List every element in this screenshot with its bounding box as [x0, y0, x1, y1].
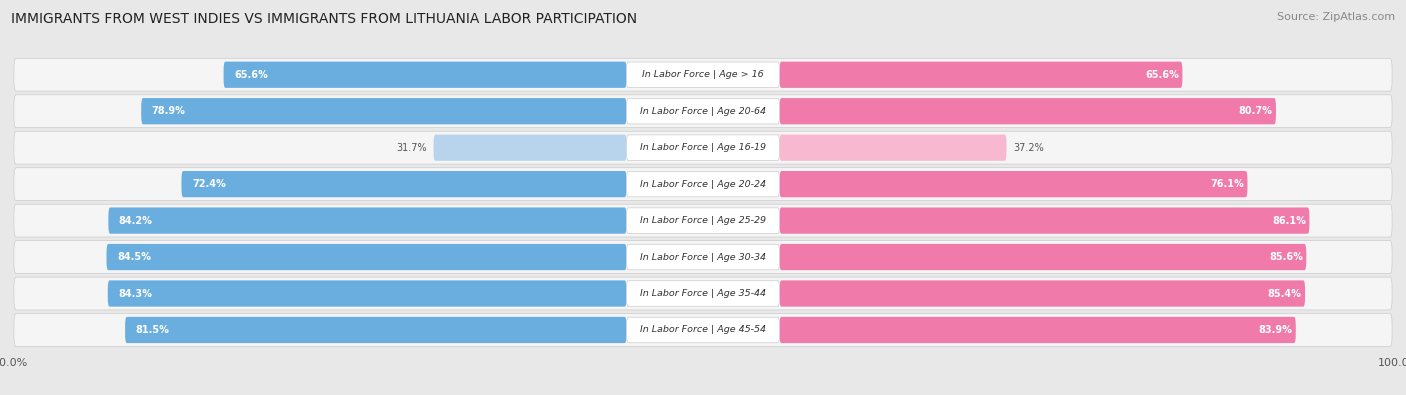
Text: 65.6%: 65.6% [233, 70, 267, 80]
FancyBboxPatch shape [627, 171, 779, 197]
Text: 85.4%: 85.4% [1268, 288, 1302, 299]
Text: In Labor Force | Age 30-34: In Labor Force | Age 30-34 [640, 252, 766, 261]
FancyBboxPatch shape [108, 207, 627, 234]
Text: 85.6%: 85.6% [1270, 252, 1303, 262]
FancyBboxPatch shape [779, 317, 1296, 343]
FancyBboxPatch shape [627, 98, 779, 124]
Text: 78.9%: 78.9% [152, 106, 186, 116]
Text: In Labor Force | Age 20-24: In Labor Force | Age 20-24 [640, 180, 766, 189]
Text: 83.9%: 83.9% [1258, 325, 1292, 335]
Text: 76.1%: 76.1% [1211, 179, 1244, 189]
FancyBboxPatch shape [14, 168, 1392, 201]
Text: In Labor Force | Age 45-54: In Labor Force | Age 45-54 [640, 325, 766, 335]
Text: 86.1%: 86.1% [1272, 216, 1306, 226]
FancyBboxPatch shape [14, 58, 1392, 91]
FancyBboxPatch shape [14, 314, 1392, 346]
FancyBboxPatch shape [779, 244, 1306, 270]
FancyBboxPatch shape [779, 280, 1305, 307]
FancyBboxPatch shape [779, 171, 1247, 197]
Text: In Labor Force | Age 20-64: In Labor Force | Age 20-64 [640, 107, 766, 116]
FancyBboxPatch shape [14, 131, 1392, 164]
FancyBboxPatch shape [779, 98, 1275, 124]
Text: Source: ZipAtlas.com: Source: ZipAtlas.com [1277, 12, 1395, 22]
FancyBboxPatch shape [14, 241, 1392, 273]
Text: 65.6%: 65.6% [1144, 70, 1180, 80]
Text: 37.2%: 37.2% [1014, 143, 1045, 153]
FancyBboxPatch shape [627, 135, 779, 160]
Text: In Labor Force | Age 35-44: In Labor Force | Age 35-44 [640, 289, 766, 298]
FancyBboxPatch shape [224, 62, 627, 88]
Text: 84.5%: 84.5% [117, 252, 150, 262]
Text: 72.4%: 72.4% [191, 179, 225, 189]
FancyBboxPatch shape [14, 204, 1392, 237]
FancyBboxPatch shape [627, 62, 779, 88]
FancyBboxPatch shape [627, 281, 779, 306]
FancyBboxPatch shape [14, 277, 1392, 310]
Text: In Labor Force | Age 25-29: In Labor Force | Age 25-29 [640, 216, 766, 225]
FancyBboxPatch shape [181, 171, 627, 197]
Text: 81.5%: 81.5% [135, 325, 169, 335]
Text: 31.7%: 31.7% [396, 143, 426, 153]
FancyBboxPatch shape [108, 280, 627, 307]
FancyBboxPatch shape [433, 135, 627, 161]
Text: In Labor Force | Age 16-19: In Labor Force | Age 16-19 [640, 143, 766, 152]
FancyBboxPatch shape [107, 244, 627, 270]
FancyBboxPatch shape [125, 317, 627, 343]
Text: In Labor Force | Age > 16: In Labor Force | Age > 16 [643, 70, 763, 79]
Text: 84.3%: 84.3% [118, 288, 152, 299]
FancyBboxPatch shape [14, 95, 1392, 128]
FancyBboxPatch shape [627, 244, 779, 270]
FancyBboxPatch shape [779, 62, 1182, 88]
FancyBboxPatch shape [779, 135, 1007, 161]
Text: 84.2%: 84.2% [120, 216, 153, 226]
FancyBboxPatch shape [627, 317, 779, 343]
FancyBboxPatch shape [627, 208, 779, 233]
Text: IMMIGRANTS FROM WEST INDIES VS IMMIGRANTS FROM LITHUANIA LABOR PARTICIPATION: IMMIGRANTS FROM WEST INDIES VS IMMIGRANT… [11, 12, 637, 26]
FancyBboxPatch shape [779, 207, 1309, 234]
Text: 80.7%: 80.7% [1239, 106, 1272, 116]
FancyBboxPatch shape [141, 98, 627, 124]
